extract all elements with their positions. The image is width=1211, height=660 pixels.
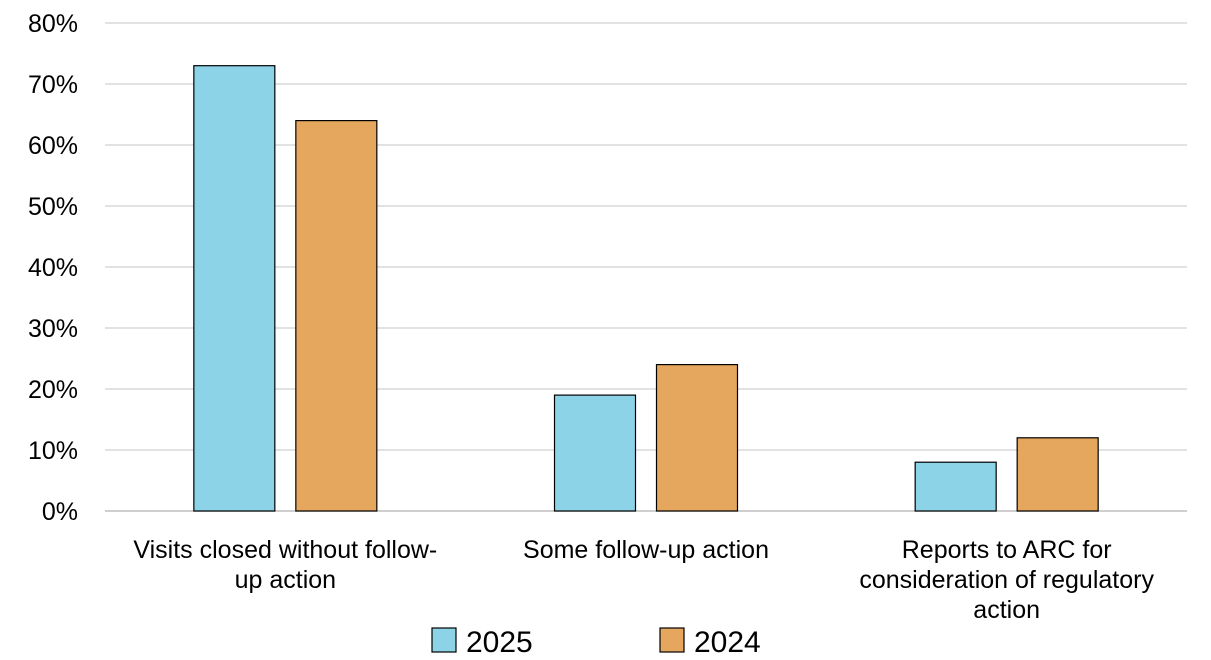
x-category-label-line: up action	[235, 566, 336, 594]
x-category-label-line: action	[973, 596, 1040, 624]
bar-2025-0	[193, 65, 276, 512]
y-tick-label: 20%	[28, 376, 78, 404]
bar-2024-1	[655, 364, 739, 512]
y-tick-label: 40%	[28, 254, 78, 282]
bar-2024-2	[1016, 437, 1099, 512]
bar-2025-1	[553, 394, 637, 512]
x-category-label: Some follow-up action	[523, 536, 769, 564]
x-category-label-line: Reports to ARC for	[902, 536, 1112, 564]
bar-2024-0	[295, 119, 378, 512]
legend-swatch-2025	[431, 627, 457, 653]
legend-swatch-2024	[659, 627, 685, 653]
y-tick-label: 10%	[28, 437, 78, 465]
y-tick-label: 80%	[28, 10, 78, 38]
x-category-label-line: Visits closed without follow-	[133, 536, 437, 564]
y-tick-label: 60%	[28, 132, 78, 160]
x-category-label-line: consideration of regulatory	[859, 566, 1154, 594]
bars	[193, 65, 1099, 512]
y-tick-label: 0%	[42, 498, 78, 526]
y-tick-label: 70%	[28, 71, 78, 99]
legend-label-2025: 2025	[466, 626, 533, 659]
x-category-label-line: Some follow-up action	[523, 536, 769, 564]
y-tick-label: 50%	[28, 193, 78, 221]
bar-2025-2	[914, 461, 997, 512]
legend-label-2024: 2024	[694, 626, 761, 659]
x-axis-category-labels: Visits closed without follow-up action So…	[133, 536, 1154, 624]
legend: 2025 2024	[431, 626, 761, 659]
x-category-label: Reports to ARC for consideration of regul…	[859, 536, 1154, 624]
gridlines	[105, 22, 1187, 512]
x-category-label: Visits closed without follow-up action	[133, 536, 437, 594]
y-axis-tick-labels: 0% 10% 20% 30% 40% 50% 60% 70% 80%	[28, 10, 78, 526]
y-tick-label: 30%	[28, 315, 78, 343]
